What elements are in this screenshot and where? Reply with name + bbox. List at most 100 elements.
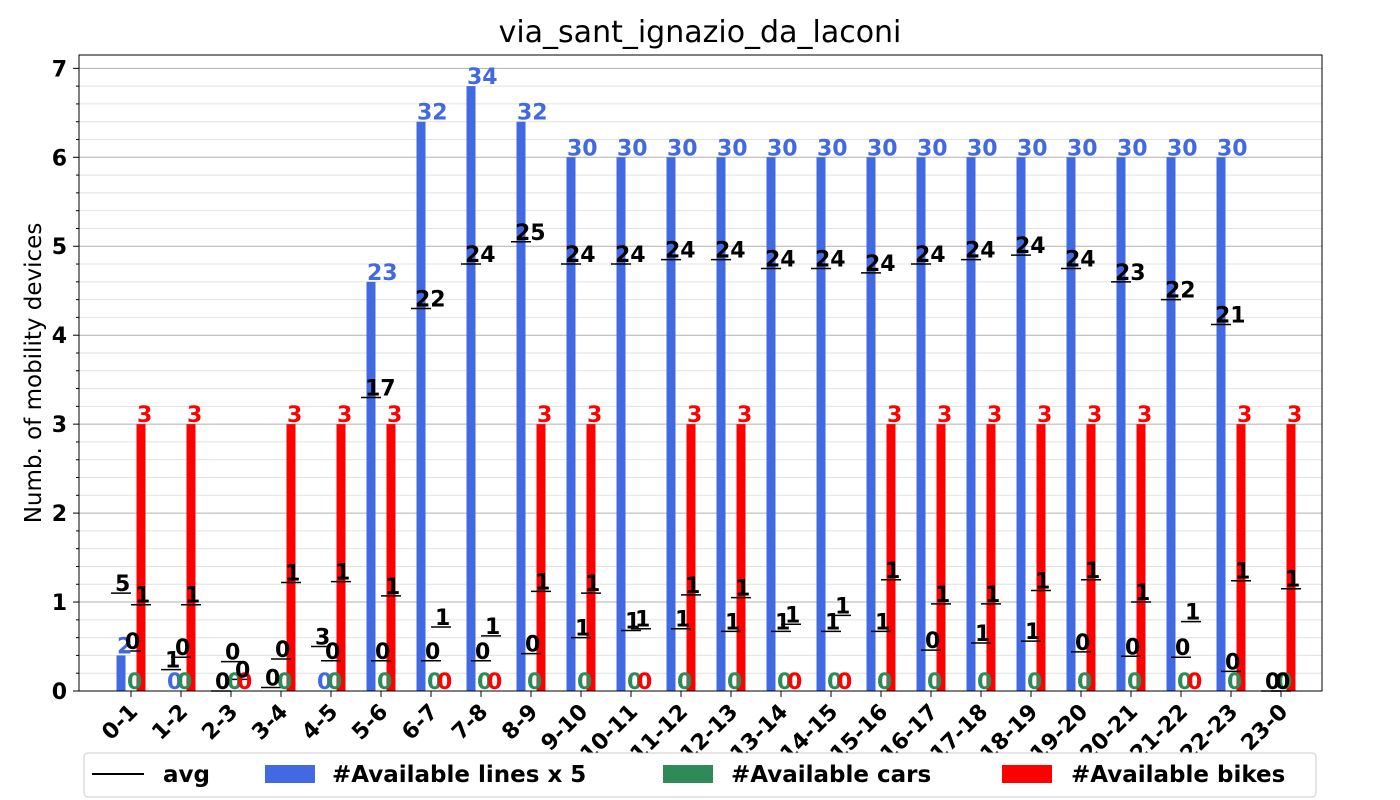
bar-value-label: 30 [1117,136,1148,161]
bar-value-label: 0 [637,670,652,695]
avg-value-label: 1 [335,561,350,586]
avg-value-label: 1 [285,561,300,586]
bar-value-label: 0 [1227,670,1242,695]
avg-value-label: 24 [465,243,496,268]
y-tick-label: 2 [52,502,67,527]
y-tick-label: 5 [52,235,67,260]
bar-value-label: 30 [817,136,848,161]
bar-value-label: 0 [1177,670,1192,695]
y-tick-label: 4 [52,324,67,349]
bar [386,424,396,691]
bar-value-label: 3 [287,403,302,428]
x-tick-label: 23-0 [1237,700,1294,757]
bar [986,424,996,691]
avg-value-label: 1 [675,608,690,633]
bar-value-label: 0 [487,670,502,695]
bar [616,157,626,691]
avg-value-label: 24 [665,239,696,264]
avg-value-label: 21 [1215,304,1246,329]
avg-value-label: 1 [185,584,200,609]
avg-value-label: 0 [925,629,940,654]
avg-value-label: 1 [975,622,990,647]
x-tick-label: 7-8 [447,700,493,746]
avg-value-label: 1 [985,583,1000,608]
avg-value-label: 1 [875,610,890,635]
bar-value-label: 0 [1027,670,1042,695]
avg-value-label: 1 [685,574,700,599]
bar [716,157,726,691]
avg-value-label: 24 [765,247,796,272]
bar [416,121,426,692]
y-tick-label: 0 [52,680,67,705]
bar [536,424,546,691]
avg-value-label: 1 [825,610,840,635]
legend: avg #Available lines x 5 #Available cars… [83,752,1317,798]
avg-value-label: 0 [425,640,440,665]
bar-value-label: 0 [477,670,492,695]
legend-label-bikes: #Available bikes [1071,762,1285,788]
bar-value-label: 3 [137,403,152,428]
avg-value-label: 1 [935,583,950,608]
bar-value-label: 0 [977,670,992,695]
bar-value-label: 0 [427,670,442,695]
bar [1216,157,1226,691]
bar-value-label: 30 [1167,136,1198,161]
avg-value-label: 1 [165,649,180,674]
bar-value-label: 0 [927,670,942,695]
x-tick-label: 2-3 [197,700,243,746]
plot-frame [78,54,1323,692]
bar-value-label: 3 [987,403,1002,428]
bar-value-label: 3 [1037,403,1052,428]
avg-value-label: 1 [835,594,850,619]
bar-value-label: 30 [717,136,748,161]
bar [1036,424,1046,691]
avg-value-label: 25 [515,221,546,246]
avg-value-label: 5 [115,572,130,597]
bar [1086,424,1096,691]
bar [886,424,896,691]
bar-value-label: 23 [367,261,398,286]
x-tick-label: 5-6 [347,700,393,746]
avg-value-label: 0 [1225,650,1240,675]
avg-value-label: 24 [615,243,646,268]
bar [136,424,146,691]
y-tick-label: 6 [52,146,67,171]
y-tick-label: 1 [52,591,67,616]
y-tick-label: 3 [52,413,67,438]
avg-value-label: 0 [1125,635,1140,660]
avg-value-label: 24 [915,243,946,268]
gridlines [79,67,1322,692]
avg-value-label: 24 [715,239,746,264]
bar-value-label: 34 [467,65,498,90]
bar-value-label: 0 [677,670,692,695]
y-axis-ticks: 0 1 2 3 4 5 6 7 [52,57,79,705]
x-tick-label: 6-7 [397,700,443,746]
avg-value-label: 0 [235,658,250,683]
avg-value-label: 0 [1265,670,1280,695]
avg-value-label: 0 [325,640,340,665]
avg-value-label: 1 [885,559,900,584]
avg-value-label: 24 [865,252,896,277]
bar [1016,157,1026,691]
avg-value-label: 0 [1275,670,1290,695]
legend-label-cars: #Available cars [731,762,931,788]
avg-value-label: 0 [215,670,230,695]
bar-value-label: 3 [1087,403,1102,428]
bar-value-label: 0 [527,670,542,695]
legend-swatch-bikes [1002,765,1052,783]
bar-value-label: 3 [387,403,402,428]
bar-value-label: 3 [937,403,952,428]
bar-value-label: 3 [337,403,352,428]
avg-value-label: 1 [725,610,740,635]
avg-value-label: 0 [175,636,190,661]
bar-value-label: 0 [327,670,342,695]
bar-value-label: 3 [687,403,702,428]
bar-value-label: 0 [177,670,192,695]
bar [336,424,346,691]
bar [736,424,746,691]
bar [1236,424,1246,691]
bar-value-label: 3 [187,403,202,428]
avg-value-label: 0 [375,640,390,665]
legend-swatch-cars [663,765,713,783]
